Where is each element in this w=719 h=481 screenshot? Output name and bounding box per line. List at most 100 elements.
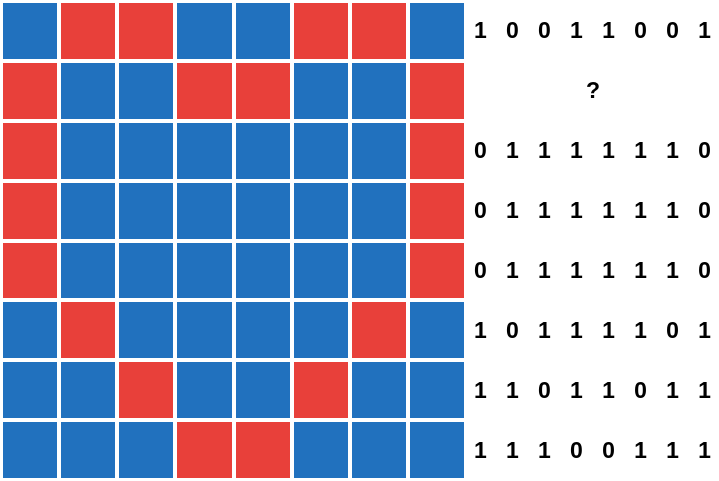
bit-digit: 1 <box>666 257 679 284</box>
grid-cell-r4-c6 <box>293 182 348 239</box>
grid-cell-r2-c7 <box>351 62 406 119</box>
bit-digit: 0 <box>698 257 711 284</box>
bit-digit: 1 <box>570 377 583 404</box>
grid-cell-r3-c7 <box>351 122 406 179</box>
grid-cell-r7-c1 <box>3 362 58 419</box>
bit-digit: 1 <box>634 437 647 464</box>
grid-cell-r5-c3 <box>119 242 174 299</box>
question-mark: ? <box>585 76 601 103</box>
bit-digit: 0 <box>602 437 615 464</box>
bit-digit: 1 <box>570 16 583 43</box>
grid-cell-r7-c2 <box>61 362 116 419</box>
grid-cell-r1-c1 <box>3 3 58 59</box>
bit-digit: 1 <box>634 257 647 284</box>
bit-digit: 0 <box>474 257 487 284</box>
grid-cell-r8-c6 <box>293 422 348 478</box>
grid-cell-r6-c5 <box>235 302 290 359</box>
bit-digit: 1 <box>698 377 711 404</box>
bit-digit: 1 <box>538 196 551 223</box>
bit-digit: 1 <box>666 136 679 163</box>
bit-digit: 0 <box>474 196 487 223</box>
grid-cell-r4-c3 <box>119 182 174 239</box>
grid-cell-r2-c2 <box>61 62 116 119</box>
grid-cell-r1-c5 <box>235 3 290 59</box>
grid-cell-r1-c8 <box>409 3 464 59</box>
grid-cell-r8-c7 <box>351 422 406 478</box>
bit-digit: 0 <box>698 136 711 163</box>
grid-cell-r3-c5 <box>235 122 290 179</box>
bit-digit: 1 <box>570 136 583 163</box>
bit-digit: 1 <box>506 437 519 464</box>
bit-digit: 1 <box>666 377 679 404</box>
bit-digit: 1 <box>634 317 647 344</box>
grid-cell-r5-c8 <box>409 242 464 299</box>
bit-digit: 0 <box>538 377 551 404</box>
bit-digit: 1 <box>698 317 711 344</box>
grid-cell-r5-c4 <box>177 242 232 299</box>
grid-cell-r6-c1 <box>3 302 58 359</box>
bit-digit: 1 <box>634 136 647 163</box>
grid-cell-r1-c3 <box>119 3 174 59</box>
grid-cell-r4-c7 <box>351 182 406 239</box>
grid-cell-r7-c5 <box>235 362 290 419</box>
bit-digit: 1 <box>602 196 615 223</box>
grid-cell-r2-c6 <box>293 62 348 119</box>
grid-cell-r7-c8 <box>409 362 464 419</box>
grid-cell-r3-c4 <box>177 122 232 179</box>
grid-cell-r8-c4 <box>177 422 232 478</box>
bit-digit: 1 <box>474 317 487 344</box>
grid-cell-r7-c3 <box>119 362 174 419</box>
grid-cell-r6-c6 <box>293 302 348 359</box>
bit-digit: 1 <box>538 437 551 464</box>
bit-digit: 1 <box>602 317 615 344</box>
grid-cell-r6-c7 <box>351 302 406 359</box>
bit-digit: 0 <box>474 136 487 163</box>
grid-cell-r8-c8 <box>409 422 464 478</box>
bit-digit: 1 <box>634 196 647 223</box>
grid-cell-r4-c2 <box>61 182 116 239</box>
color-grid <box>3 3 464 478</box>
bit-digit: 1 <box>602 16 615 43</box>
grid-cell-r3-c8 <box>409 122 464 179</box>
bit-digit: 1 <box>666 437 679 464</box>
bit-digit: 1 <box>602 377 615 404</box>
grid-cell-r7-c7 <box>351 362 406 419</box>
grid-cell-r3-c2 <box>61 122 116 179</box>
bit-digit: 1 <box>570 257 583 284</box>
grid-cell-r2-c5 <box>235 62 290 119</box>
bit-digit: 0 <box>506 16 519 43</box>
grid-cell-r3-c6 <box>293 122 348 179</box>
bit-rows: 1 0 0 1 1 0 0 1? 0 1 1 1 1 1 1 0 0 1 1 1 1 1 1 0 0 1 1 1 1 1 1 0 1 0 1 1 1 1 0… <box>467 0 719 481</box>
grid-cell-r5-c2 <box>61 242 116 299</box>
grid-cell-r5-c6 <box>293 242 348 299</box>
bit-digit: 1 <box>506 196 519 223</box>
bit-digit: 0 <box>666 317 679 344</box>
bit-digit: 1 <box>474 377 487 404</box>
bit-digit: 1 <box>698 16 711 43</box>
bit-digit: 0 <box>538 16 551 43</box>
bit-digit: 1 <box>474 437 487 464</box>
grid-cell-r7-c6 <box>293 362 348 419</box>
bit-digit: 0 <box>666 16 679 43</box>
grid-cell-r1-c6 <box>293 3 348 59</box>
grid-cell-r7-c4 <box>177 362 232 419</box>
grid-cell-r3-c3 <box>119 122 174 179</box>
grid-cell-r5-c5 <box>235 242 290 299</box>
bit-digit: 1 <box>506 377 519 404</box>
bit-digit: 0 <box>506 317 519 344</box>
grid-cell-r1-c7 <box>351 3 406 59</box>
bit-digit: 1 <box>474 16 487 43</box>
grid-cell-r2-c3 <box>119 62 174 119</box>
bit-digit: 1 <box>570 317 583 344</box>
bit-digit: 1 <box>602 136 615 163</box>
grid-cell-r4-c5 <box>235 182 290 239</box>
grid-cell-r2-c1 <box>3 62 58 119</box>
bit-digit: 1 <box>506 257 519 284</box>
grid-cell-r2-c4 <box>177 62 232 119</box>
grid-cell-r6-c8 <box>409 302 464 359</box>
